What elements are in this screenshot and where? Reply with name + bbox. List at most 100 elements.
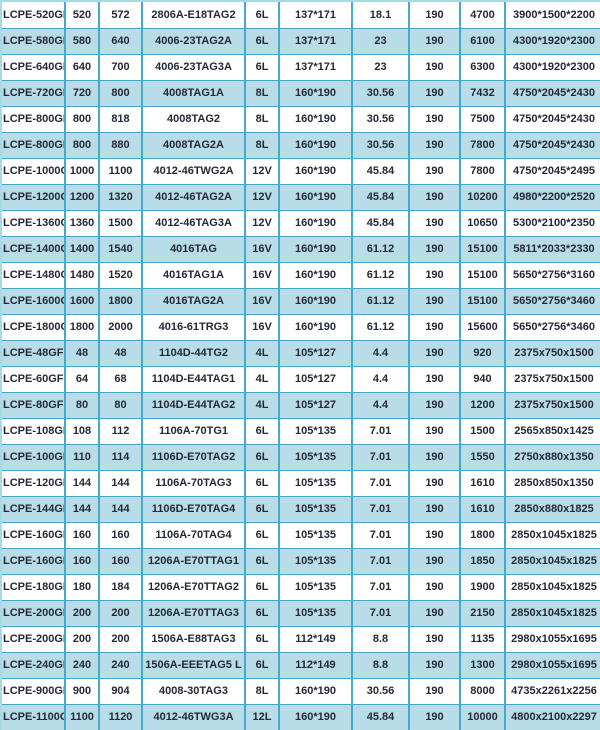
table-cell: LCPE-1480GF bbox=[2, 261, 66, 289]
table-cell: 48 bbox=[98, 339, 143, 367]
table-cell: 6L bbox=[244, 27, 280, 55]
table-cell: 10650 bbox=[459, 209, 506, 237]
table-cell: LCPE-200GF bbox=[2, 625, 66, 653]
table-cell: 160*190 bbox=[278, 209, 353, 237]
table-cell: 8.8 bbox=[351, 625, 410, 653]
table-cell: 1320 bbox=[98, 183, 143, 211]
table-cell: 190 bbox=[408, 521, 461, 549]
table-cell: 2850x1045x1825 bbox=[504, 599, 600, 627]
table-cell: 920 bbox=[459, 339, 506, 367]
table-cell: 190 bbox=[408, 391, 461, 419]
table-cell: 2806A-E18TAG2 bbox=[141, 2, 246, 29]
table-cell: 144 bbox=[98, 469, 143, 497]
table-cell: 160*190 bbox=[278, 677, 353, 705]
table-cell: 12V bbox=[244, 209, 280, 237]
table-cell: 190 bbox=[408, 417, 461, 445]
table-cell: 4750*2045*2495 bbox=[504, 157, 600, 185]
table-cell: 1300 bbox=[459, 651, 506, 679]
table-cell: 30.56 bbox=[351, 677, 410, 705]
table-cell: 16V bbox=[244, 261, 280, 289]
table-cell: 7.01 bbox=[351, 521, 410, 549]
table-cell: 6L bbox=[244, 2, 280, 29]
table-cell: 80 bbox=[98, 391, 143, 419]
table-cell: LCPE-1400GF bbox=[2, 235, 66, 263]
table-cell: 112*149 bbox=[278, 625, 353, 653]
table-cell: 1100 bbox=[64, 703, 100, 730]
table-cell: 1506A-E88TAG3 bbox=[141, 625, 246, 653]
table-cell: 5650*2756*3160 bbox=[504, 261, 600, 289]
table-cell: 1360 bbox=[64, 209, 100, 237]
table-cell: 1800 bbox=[459, 521, 506, 549]
table-cell: 1610 bbox=[459, 469, 506, 497]
table-cell: 800 bbox=[64, 131, 100, 159]
table-cell: 18.1 bbox=[351, 2, 410, 29]
table-cell: 6L bbox=[244, 443, 280, 471]
table-cell: 190 bbox=[408, 235, 461, 263]
table-row: LCPE-240GF 240 240 1506A-EEETAG5 L 6L 112*149… bbox=[2, 651, 600, 679]
table-cell: 6L bbox=[244, 599, 280, 627]
table-cell: 61.12 bbox=[351, 261, 410, 289]
table-cell: 160 bbox=[64, 547, 100, 575]
table-cell: 4012-46TAG2A bbox=[141, 183, 246, 211]
table-cell: 160*190 bbox=[278, 79, 353, 107]
table-cell: 1900 bbox=[459, 573, 506, 601]
table-cell: 137*171 bbox=[278, 2, 353, 29]
table-cell: 61.12 bbox=[351, 287, 410, 315]
table-cell: 15100 bbox=[459, 235, 506, 263]
table-cell: 1106D-E70TAG2 bbox=[141, 443, 246, 471]
table-cell: 2980x1055x1695 bbox=[504, 651, 600, 679]
table-cell: 4300*1920*2300 bbox=[504, 53, 600, 81]
table-cell: 1000 bbox=[64, 157, 100, 185]
table-cell: 4.4 bbox=[351, 365, 410, 393]
table-cell: 3900*1500*2200 bbox=[504, 2, 600, 29]
table-cell: 7.01 bbox=[351, 495, 410, 523]
table-cell: 200 bbox=[64, 625, 100, 653]
table-cell: 6100 bbox=[459, 27, 506, 55]
table-cell: 23 bbox=[351, 53, 410, 81]
table-cell: 8000 bbox=[459, 677, 506, 705]
table-row: LCPE-1480GF148015204016TAG1A16V160*19061… bbox=[2, 261, 600, 289]
table-cell: 2850x880x1825 bbox=[504, 495, 600, 523]
table-cell: 8L bbox=[244, 79, 280, 107]
table-cell: 2565x850x1425 bbox=[504, 417, 600, 445]
table-cell: 6300 bbox=[459, 53, 506, 81]
table-cell: 110 bbox=[64, 443, 100, 471]
table-cell: 4016-61TRG3 bbox=[141, 313, 246, 341]
table-cell: 160*190 bbox=[278, 235, 353, 263]
table-cell: 1500 bbox=[459, 417, 506, 445]
table-cell: 880 bbox=[98, 131, 143, 159]
table-cell: 190 bbox=[408, 79, 461, 107]
table-cell: 4008-30TAG3 bbox=[141, 677, 246, 705]
table-cell: 190 bbox=[408, 27, 461, 55]
table-row: LCPE-144GF 144 144 1106D-E70TAG4 6L 105*135 7.… bbox=[2, 495, 600, 523]
table-cell: 4750*2045*2430 bbox=[504, 105, 600, 133]
table-cell: LCPE-800GF bbox=[2, 105, 66, 133]
table-cell: 190 bbox=[408, 677, 461, 705]
table-cell: 1206A-E70TTAG2 bbox=[141, 573, 246, 601]
table-cell: LCPE-1800GF bbox=[2, 313, 66, 341]
table-cell: 1800 bbox=[98, 287, 143, 315]
table-cell: 1550 bbox=[459, 443, 506, 471]
table-cell: 190 bbox=[408, 339, 461, 367]
table-cell: 1106A-70TG1 bbox=[141, 417, 246, 445]
table-cell: 190 bbox=[408, 547, 461, 575]
table-row: LCPE-80GF 80 80 1104D-E44TAG2 4L 105*127 4.4 19… bbox=[2, 391, 600, 419]
table-cell: 180 bbox=[64, 573, 100, 601]
table-cell: 10200 bbox=[459, 183, 506, 211]
table-cell: 105*127 bbox=[278, 339, 353, 367]
table-cell: 7.01 bbox=[351, 599, 410, 627]
table-cell: LCPE-520GF bbox=[2, 2, 66, 29]
table-cell: 190 bbox=[408, 53, 461, 81]
table-cell: 1520 bbox=[98, 261, 143, 289]
table-cell: 137*171 bbox=[278, 53, 353, 81]
table-row: LCPE-580GF 580 640 4006-23TAG2A 6L 137*171 23 1… bbox=[2, 27, 600, 55]
table-cell: 16V bbox=[244, 287, 280, 315]
table-cell: 4980*2200*2520 bbox=[504, 183, 600, 211]
table-cell: 2850x850x1350 bbox=[504, 469, 600, 497]
table-cell: LCPE-160GF bbox=[2, 547, 66, 575]
table-cell: LCPE-108GF bbox=[2, 417, 66, 445]
table-cell: 240 bbox=[98, 651, 143, 679]
table-cell: 105*135 bbox=[278, 495, 353, 523]
table-cell: 4735x2261x2256 bbox=[504, 677, 600, 705]
table-cell: 160*190 bbox=[278, 313, 353, 341]
